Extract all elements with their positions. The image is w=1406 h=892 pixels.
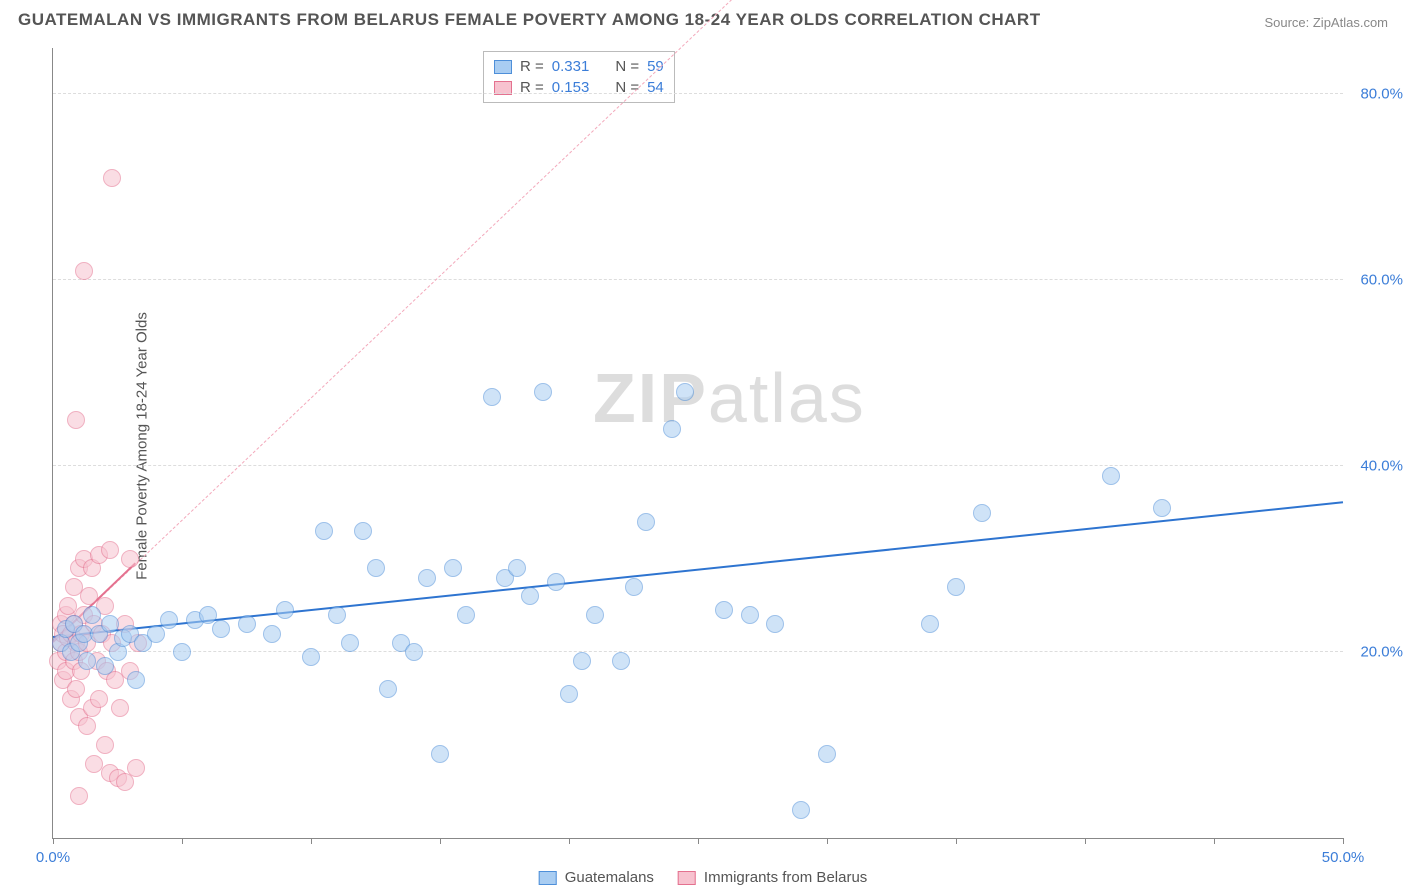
x-tick [956, 838, 957, 844]
chart-title: GUATEMALAN VS IMMIGRANTS FROM BELARUS FE… [18, 10, 1041, 30]
data-point [573, 652, 591, 670]
data-point [921, 615, 939, 633]
y-tick-label: 80.0% [1348, 86, 1403, 103]
legend-label: Immigrants from Belarus [704, 869, 867, 886]
data-point [947, 578, 965, 596]
data-point [67, 411, 85, 429]
data-point [792, 801, 810, 819]
data-point [83, 606, 101, 624]
data-point [625, 578, 643, 596]
data-point [521, 587, 539, 605]
data-point [341, 634, 359, 652]
legend-item: Immigrants from Belarus [678, 869, 867, 886]
legend-label: Guatemalans [565, 869, 654, 886]
data-point [111, 699, 129, 717]
stat-r-value: 0.331 [552, 58, 590, 75]
watermark: ZIPatlas [593, 358, 866, 438]
data-point [1102, 467, 1120, 485]
stat-r-label: R = [520, 58, 544, 75]
y-tick-label: 20.0% [1348, 644, 1403, 661]
x-tick [182, 838, 183, 844]
data-point [96, 657, 114, 675]
data-point [508, 559, 526, 577]
data-point [379, 680, 397, 698]
data-point [457, 606, 475, 624]
data-point [560, 685, 578, 703]
source-label: Source: ZipAtlas.com [1264, 15, 1388, 30]
x-tick [440, 838, 441, 844]
x-tick [1085, 838, 1086, 844]
data-point [75, 262, 93, 280]
gridline [53, 93, 1343, 94]
data-point [818, 745, 836, 763]
data-point [302, 648, 320, 666]
data-point [547, 573, 565, 591]
gridline [53, 651, 1343, 652]
data-point [127, 671, 145, 689]
legend-stats-box: R =0.331N =59R =0.153N =54 [483, 51, 675, 103]
x-tick-label: 50.0% [1322, 849, 1365, 866]
data-point [315, 522, 333, 540]
data-point [212, 620, 230, 638]
data-point [328, 606, 346, 624]
x-tick [1343, 838, 1344, 844]
data-point [101, 541, 119, 559]
legend-swatch [539, 871, 557, 885]
data-point [67, 680, 85, 698]
data-point [354, 522, 372, 540]
x-tick [1214, 838, 1215, 844]
gridline [53, 279, 1343, 280]
data-point [70, 787, 88, 805]
legend-swatch [678, 871, 696, 885]
data-point [78, 717, 96, 735]
gridline [53, 465, 1343, 466]
legend-item: Guatemalans [539, 869, 654, 886]
data-point [444, 559, 462, 577]
data-point [147, 625, 165, 643]
legend-series: Guatemalans Immigrants from Belarus [539, 869, 868, 886]
data-point [78, 652, 96, 670]
data-point [173, 643, 191, 661]
legend-swatch [494, 81, 512, 95]
y-tick-label: 60.0% [1348, 272, 1403, 289]
data-point [973, 504, 991, 522]
data-point [741, 606, 759, 624]
x-tick [311, 838, 312, 844]
legend-swatch [494, 60, 512, 74]
data-point [405, 643, 423, 661]
data-point [96, 736, 114, 754]
data-point [276, 601, 294, 619]
data-point [238, 615, 256, 633]
data-point [127, 759, 145, 777]
data-point [121, 550, 139, 568]
x-tick [569, 838, 570, 844]
plot-area: ZIPatlas R =0.331N =59R =0.153N =54 20.0… [52, 48, 1343, 839]
data-point [90, 690, 108, 708]
stat-n-label: N = [615, 58, 639, 75]
data-point [534, 383, 552, 401]
y-tick-label: 40.0% [1348, 458, 1403, 475]
data-point [1153, 499, 1171, 517]
data-point [431, 745, 449, 763]
data-point [766, 615, 784, 633]
data-point [586, 606, 604, 624]
data-point [418, 569, 436, 587]
x-tick-label: 0.0% [36, 849, 70, 866]
data-point [676, 383, 694, 401]
legend-stat-row: R =0.331N =59 [494, 56, 664, 77]
data-point [103, 169, 121, 187]
x-tick [827, 838, 828, 844]
x-tick [53, 838, 54, 844]
data-point [637, 513, 655, 531]
data-point [483, 388, 501, 406]
data-point [612, 652, 630, 670]
data-point [160, 611, 178, 629]
data-point [715, 601, 733, 619]
data-point [263, 625, 281, 643]
data-point [663, 420, 681, 438]
data-point [367, 559, 385, 577]
x-tick [698, 838, 699, 844]
